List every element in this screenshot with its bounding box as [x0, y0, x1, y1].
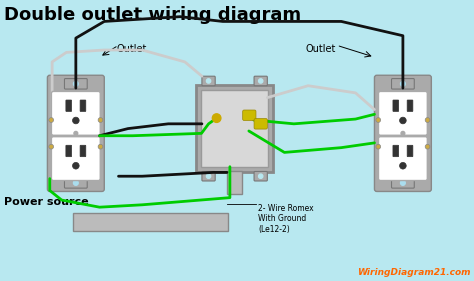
Bar — [227, 171, 242, 194]
Circle shape — [425, 118, 430, 123]
FancyBboxPatch shape — [254, 76, 267, 86]
Circle shape — [73, 162, 79, 169]
Circle shape — [207, 174, 211, 178]
FancyBboxPatch shape — [393, 145, 399, 157]
FancyBboxPatch shape — [66, 100, 72, 112]
FancyBboxPatch shape — [80, 100, 86, 112]
Text: Outlet: Outlet — [306, 44, 336, 54]
FancyBboxPatch shape — [392, 178, 414, 188]
FancyBboxPatch shape — [202, 76, 215, 86]
FancyBboxPatch shape — [407, 100, 413, 112]
Circle shape — [207, 79, 211, 83]
Bar — [73, 213, 228, 231]
Bar — [196, 85, 273, 173]
Circle shape — [401, 132, 405, 135]
FancyBboxPatch shape — [393, 100, 399, 112]
Circle shape — [376, 144, 381, 149]
FancyBboxPatch shape — [64, 79, 87, 89]
FancyBboxPatch shape — [243, 110, 256, 121]
Text: Outlet: Outlet — [116, 44, 146, 54]
Circle shape — [401, 81, 405, 86]
Circle shape — [400, 162, 406, 169]
FancyBboxPatch shape — [64, 178, 87, 188]
Circle shape — [400, 117, 406, 124]
Circle shape — [376, 118, 381, 123]
FancyBboxPatch shape — [378, 91, 428, 135]
Circle shape — [73, 117, 79, 124]
Circle shape — [49, 144, 54, 149]
Bar — [201, 90, 268, 167]
Circle shape — [401, 180, 405, 185]
FancyBboxPatch shape — [392, 79, 414, 89]
Circle shape — [73, 81, 78, 86]
Circle shape — [212, 114, 221, 123]
Circle shape — [259, 79, 263, 83]
Circle shape — [98, 118, 103, 123]
Text: WiringDiagram21.com: WiringDiagram21.com — [357, 268, 470, 277]
FancyBboxPatch shape — [80, 145, 86, 157]
Text: Double outlet wiring diagram: Double outlet wiring diagram — [4, 6, 301, 24]
Circle shape — [73, 180, 78, 185]
FancyBboxPatch shape — [47, 75, 104, 191]
FancyBboxPatch shape — [66, 145, 72, 157]
Circle shape — [425, 144, 430, 149]
Circle shape — [49, 118, 54, 123]
Text: Power source: Power source — [4, 198, 89, 207]
Circle shape — [98, 144, 103, 149]
Text: 2- Wire Romex
With Ground
(Le12-2): 2- Wire Romex With Ground (Le12-2) — [258, 204, 314, 234]
FancyBboxPatch shape — [202, 171, 215, 181]
FancyBboxPatch shape — [254, 171, 267, 181]
Circle shape — [259, 174, 263, 178]
FancyBboxPatch shape — [52, 137, 100, 180]
FancyBboxPatch shape — [378, 137, 428, 180]
FancyBboxPatch shape — [374, 75, 431, 191]
FancyBboxPatch shape — [254, 119, 267, 129]
Circle shape — [74, 132, 78, 135]
FancyBboxPatch shape — [407, 145, 413, 157]
FancyBboxPatch shape — [52, 91, 100, 135]
